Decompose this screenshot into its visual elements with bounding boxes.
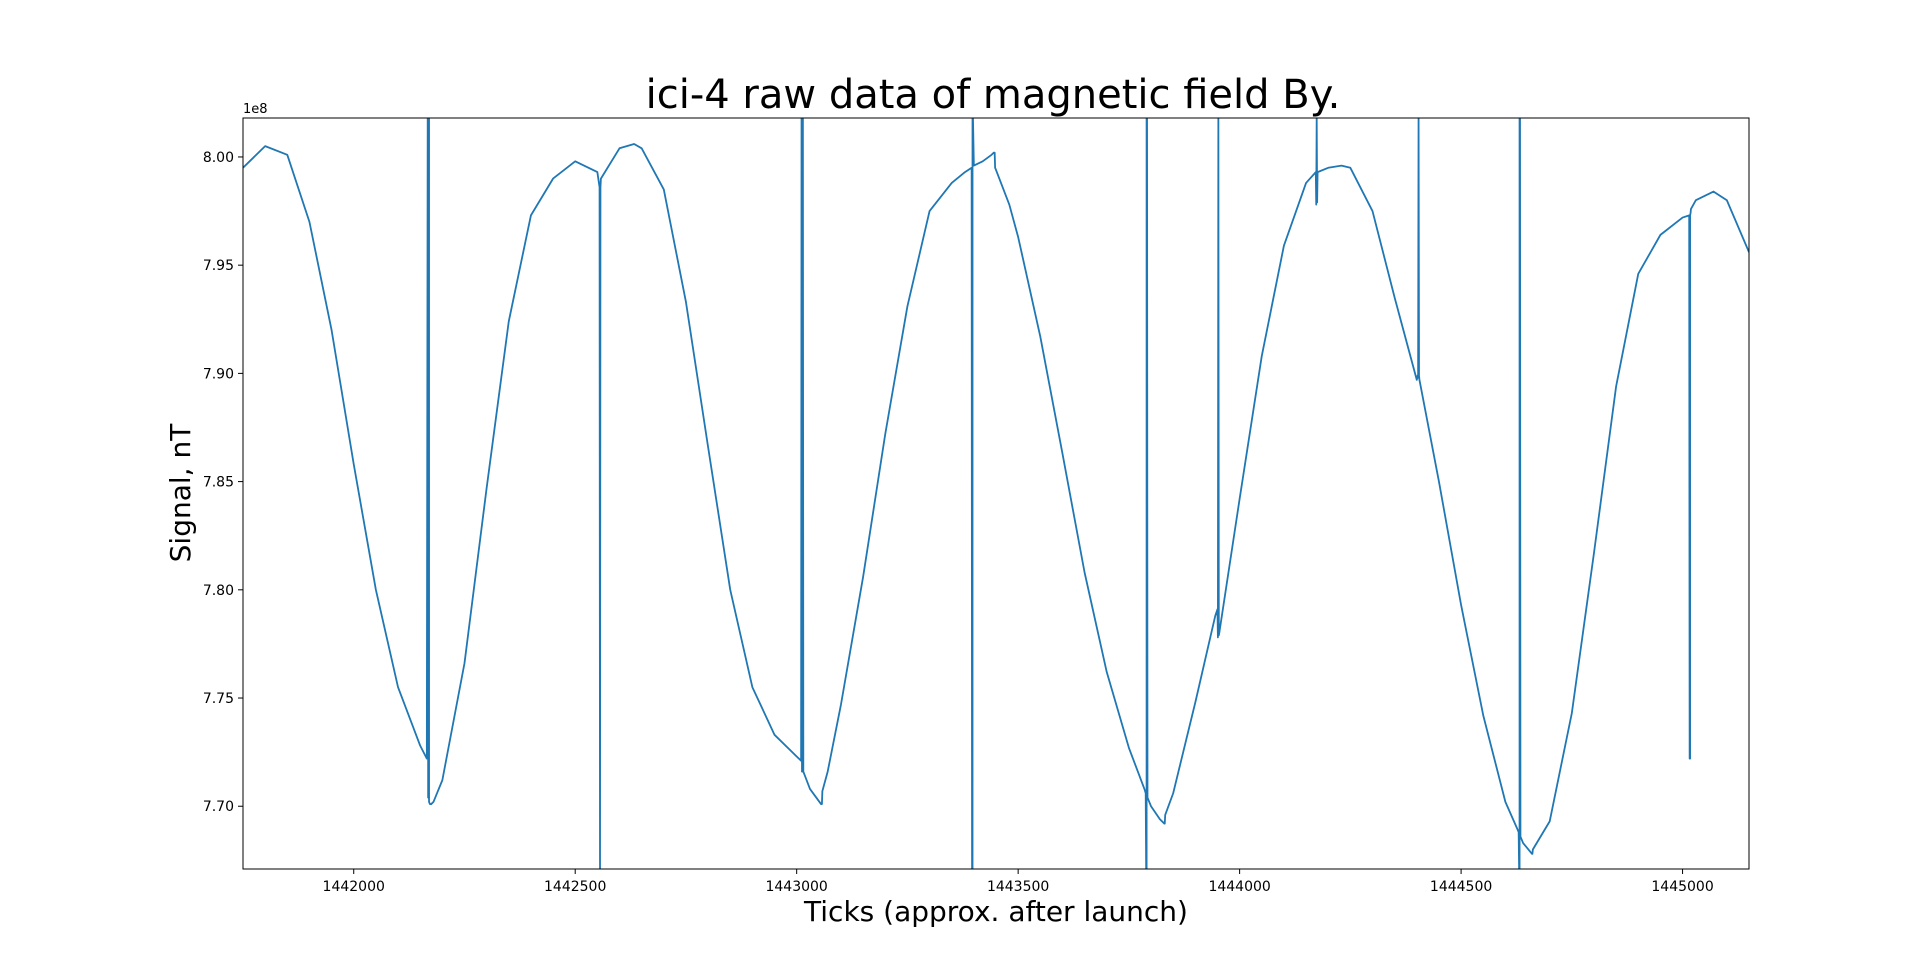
y-axis-offset-label: 1e8 [243, 102, 268, 117]
series-line-0 [243, 118, 1749, 869]
y-axis: 7.70 7.75 7.80 7.85 7.90 7.95 8.00 [203, 150, 243, 815]
x-tick-label: 1442500 [544, 879, 606, 895]
plot-area [242, 117, 1750, 870]
x-axis-label: Ticks (approx. after launch) [803, 895, 1188, 928]
x-tick-label: 1443500 [987, 879, 1049, 895]
plot-frame [242, 117, 1750, 870]
x-tick-label: 1444500 [1430, 879, 1492, 895]
y-axis-label: Signal, nT [164, 423, 197, 563]
y-tick-label: 7.70 [203, 799, 234, 815]
series-layer [243, 118, 1749, 869]
y-tick-label: 7.90 [203, 366, 234, 382]
y-tick-label: 7.95 [203, 258, 234, 274]
x-tick-label: 1443000 [765, 879, 827, 895]
y-tick-label: 7.75 [203, 691, 234, 707]
y-tick-label: 7.80 [203, 583, 234, 599]
x-axis: 1442000 1442500 1443000 1443500 1444000 14445… [323, 869, 1714, 895]
x-tick-label: 1444000 [1208, 879, 1270, 895]
chart-title: ici-4 raw data of magnetic field By. [646, 72, 1341, 118]
y-tick-label: 7.85 [203, 475, 234, 491]
x-tick-label: 1442000 [323, 879, 385, 895]
y-tick-label: 8.00 [203, 150, 234, 166]
x-tick-label: 1445000 [1651, 879, 1713, 895]
